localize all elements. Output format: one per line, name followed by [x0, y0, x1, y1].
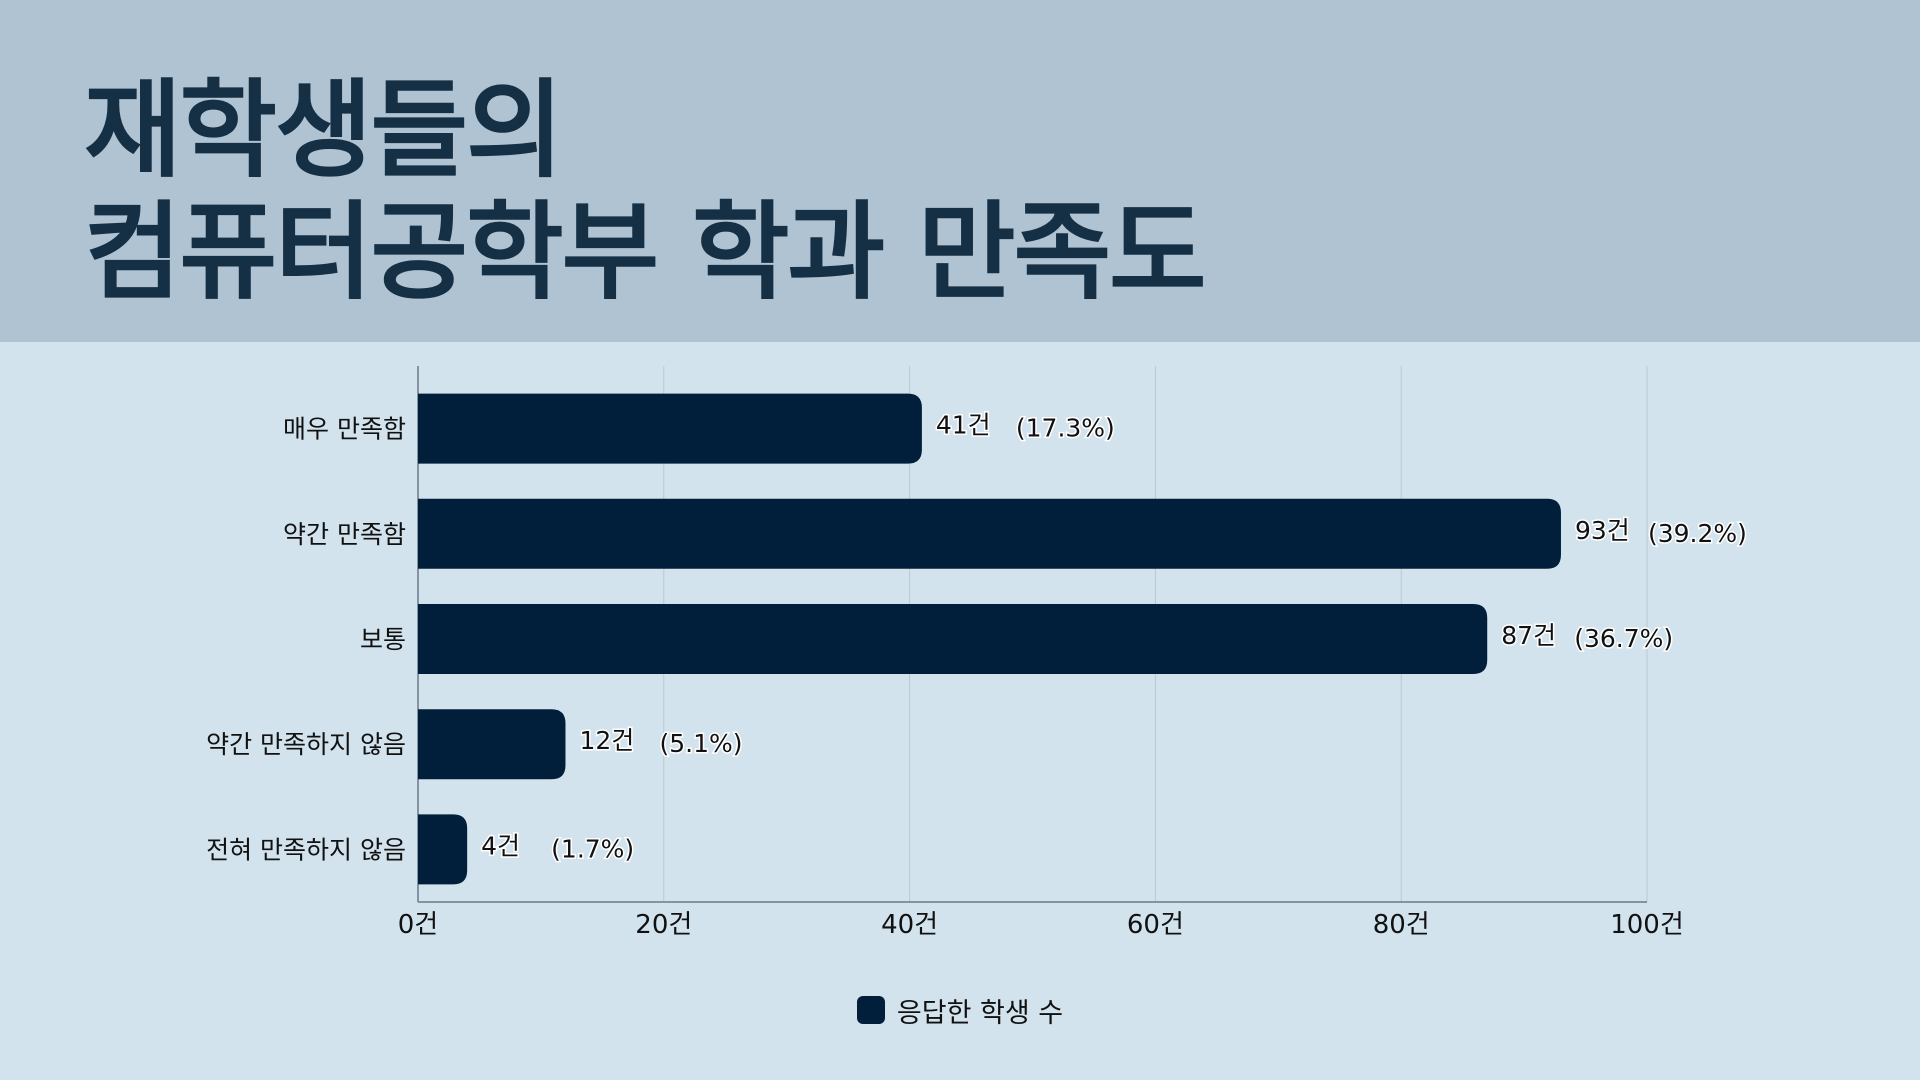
legend: 응답한 학생 수 [0, 990, 1920, 1030]
x-tick-label: 0건 [398, 910, 438, 940]
x-tick-label: 60건 [1127, 910, 1184, 940]
x-tick-label: 40건 [881, 910, 938, 940]
x-tick-label: 20건 [635, 910, 692, 940]
x-tick-label: 80건 [1373, 910, 1430, 940]
category-label: 전혀 만족하지 않음 [206, 835, 406, 864]
bar [418, 604, 1488, 674]
legend-swatch [856, 996, 885, 1024]
category-label: 약간 만족하지 않음 [206, 730, 406, 759]
bar-chart: 0건 20건 40건 60건 80건 100건 매우 만족함 41건 (17.3%) 약간 만족함… [206, 366, 1748, 940]
title-line-1: 재학생들의 [84, 69, 564, 192]
bar [418, 393, 922, 464]
bar [418, 814, 468, 885]
value-label: 93건 [1575, 516, 1630, 545]
percent-label: (1.7%) [551, 834, 634, 863]
value-label: 4건 [481, 831, 520, 860]
category-label: 매우 만족함 [283, 415, 406, 444]
page-title: 재학생들의 컴퓨터공학부 학과 만족도 [84, 69, 1207, 314]
percent-label: (36.7%) [1574, 624, 1673, 653]
header-band: 재학생들의 컴퓨터공학부 학과 만족도 [0, 0, 1920, 342]
legend-label: 응답한 학생 수 [896, 997, 1064, 1029]
bar [418, 498, 1561, 569]
percent-label: (39.2%) [1648, 519, 1747, 548]
chart-area: 0건 20건 40건 60건 80건 100건 매우 만족함 41건 (17.3%) 약간 만족함… [0, 342, 1920, 1080]
bar [418, 709, 566, 780]
percent-label: (5.1%) [659, 729, 742, 758]
value-label: 12건 [579, 726, 634, 755]
value-label: 41건 [936, 411, 991, 440]
category-label: 보통 [360, 625, 406, 654]
value-label: 87건 [1501, 621, 1556, 650]
percent-label: (17.3%) [1016, 414, 1115, 443]
x-tick-label: 100건 [1610, 910, 1684, 940]
category-label: 약간 만족함 [283, 520, 406, 549]
title-line-2: 컴퓨터공학부 학과 만족도 [84, 191, 1207, 314]
